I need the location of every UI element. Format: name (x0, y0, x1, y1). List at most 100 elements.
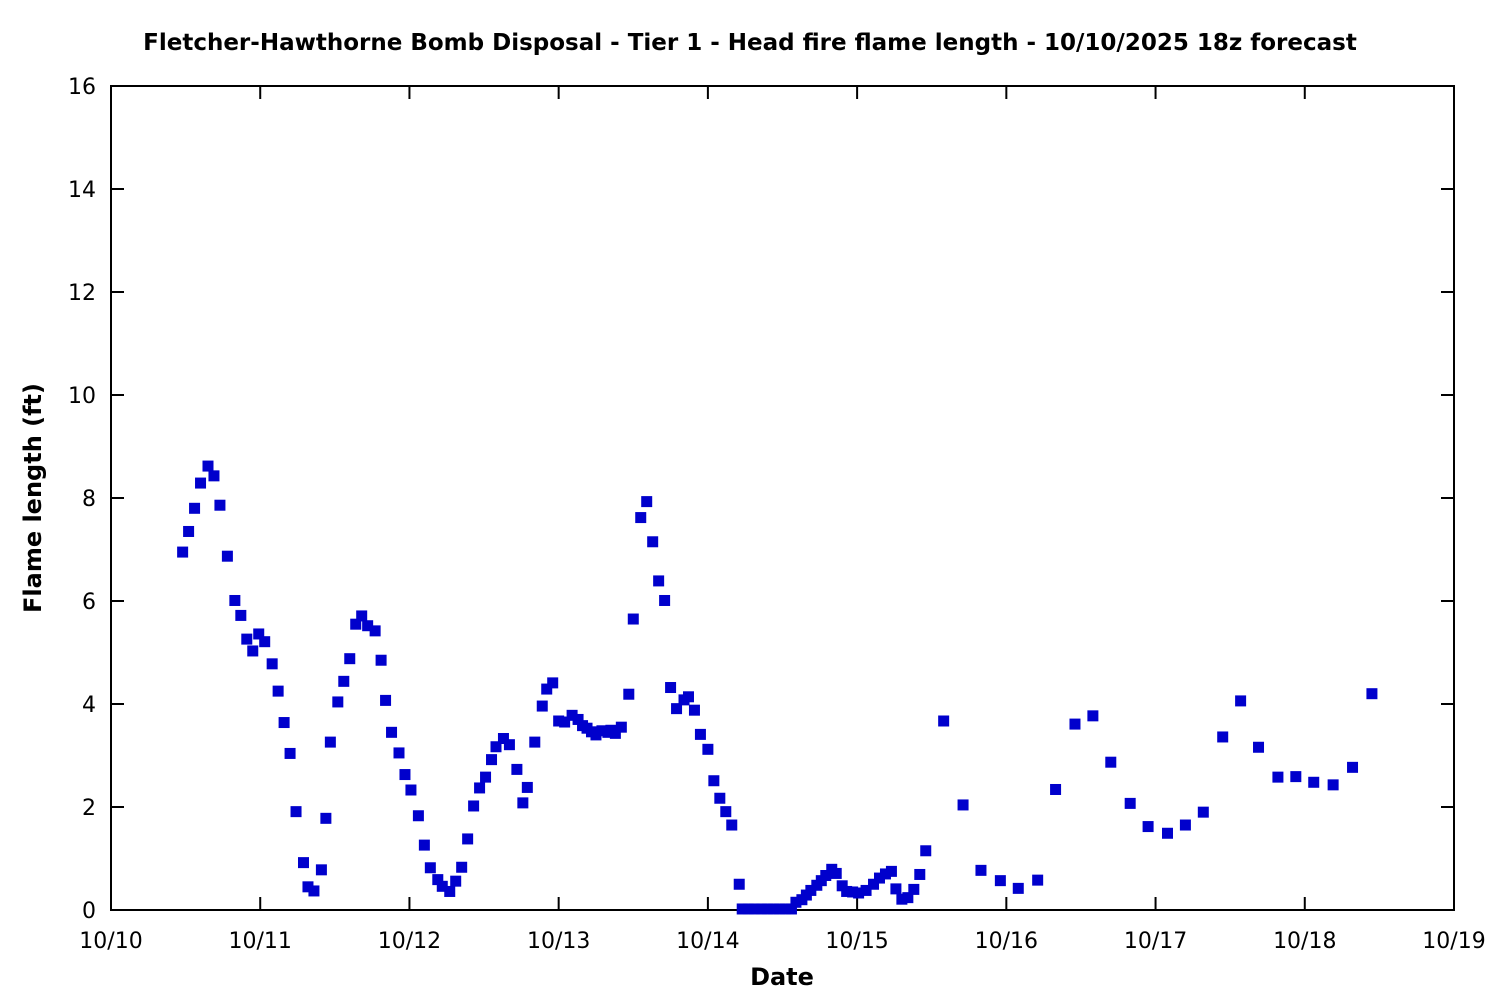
data-point (1272, 771, 1284, 783)
data-point (332, 696, 344, 708)
data-point (908, 883, 920, 895)
x-tick-label: 10/15 (825, 929, 888, 954)
data-point (517, 797, 529, 809)
x-tick-label: 10/16 (975, 929, 1038, 954)
data-point (208, 470, 220, 482)
data-point (820, 869, 832, 881)
data-point (914, 868, 926, 880)
data-point (553, 715, 565, 727)
data-point (412, 810, 424, 822)
plot-border (110, 85, 1455, 911)
y-tick-label: 12 (68, 281, 96, 306)
data-point (609, 727, 621, 739)
data-point (369, 625, 381, 637)
data-point (762, 903, 774, 915)
chart-title: Fletcher-Hawthorne Bomb Disposal - Tier … (143, 30, 1357, 56)
data-point (847, 886, 859, 898)
data-point (1124, 797, 1136, 809)
data-point (436, 880, 448, 892)
data-point (694, 728, 706, 740)
data-point (195, 477, 207, 489)
data-point (424, 862, 436, 874)
y-tick-label: 4 (82, 693, 96, 718)
data-point (756, 903, 768, 915)
data-point (1235, 695, 1247, 707)
data-point (320, 812, 332, 824)
data-point (774, 903, 786, 915)
data-point (957, 799, 969, 811)
data-point (615, 721, 627, 733)
data-point (779, 903, 791, 915)
x-tick-label: 10/18 (1273, 929, 1336, 954)
data-point (229, 594, 241, 606)
data-point (521, 781, 533, 793)
data-point (302, 881, 314, 893)
data-point (1032, 874, 1044, 886)
data-point (860, 884, 872, 896)
data-point (362, 620, 374, 632)
data-point (1142, 821, 1154, 833)
data-point (733, 878, 745, 890)
data-point (432, 874, 444, 886)
data-point (444, 885, 456, 897)
data-point (214, 499, 226, 511)
data-point (468, 800, 480, 812)
data-point (726, 819, 738, 831)
data-point (536, 700, 548, 712)
data-point (1197, 806, 1209, 818)
data-point (805, 884, 817, 896)
data-point (284, 747, 296, 759)
data-point (720, 806, 732, 818)
data-point (375, 654, 387, 666)
data-point (853, 887, 865, 899)
data-point (297, 857, 309, 869)
data-point (1308, 776, 1320, 788)
x-tick-label: 10/11 (229, 929, 292, 954)
data-point (1217, 731, 1229, 743)
data-point (189, 502, 201, 514)
data-point (938, 715, 950, 727)
data-point (572, 713, 584, 725)
x-tick-label: 10/12 (378, 929, 441, 954)
data-point (338, 675, 350, 687)
data-point (748, 903, 760, 915)
data-point (450, 875, 462, 887)
data-point (708, 775, 720, 787)
data-point (399, 769, 411, 781)
data-point (635, 512, 647, 524)
data-point (1105, 756, 1117, 768)
data-point (541, 683, 553, 695)
data-point (462, 833, 474, 845)
data-point (647, 536, 659, 548)
data-point (714, 792, 726, 804)
y-tick-label: 8 (82, 487, 96, 512)
data-point (896, 893, 908, 905)
x-tick-label: 10/17 (1124, 929, 1187, 954)
data-point (344, 653, 356, 665)
data-point (511, 763, 523, 775)
data-point (241, 633, 253, 645)
data-point (529, 736, 541, 748)
data-point (665, 682, 677, 694)
y-tick-label: 14 (68, 178, 96, 203)
data-point (902, 892, 914, 904)
data-point (490, 741, 502, 753)
data-point (547, 677, 559, 689)
data-point (768, 903, 780, 915)
data-point (653, 575, 665, 587)
data-point (315, 864, 327, 876)
data-point (1253, 741, 1265, 753)
data-point (480, 771, 492, 783)
data-point (879, 868, 891, 880)
data-point (873, 872, 885, 884)
data-point (497, 733, 509, 745)
y-tick-label: 10 (68, 384, 96, 409)
data-point (1290, 771, 1302, 783)
data-point (890, 883, 902, 895)
data-point (202, 460, 214, 472)
data-point (350, 618, 362, 630)
data-point (221, 550, 233, 562)
data-point (682, 691, 694, 703)
